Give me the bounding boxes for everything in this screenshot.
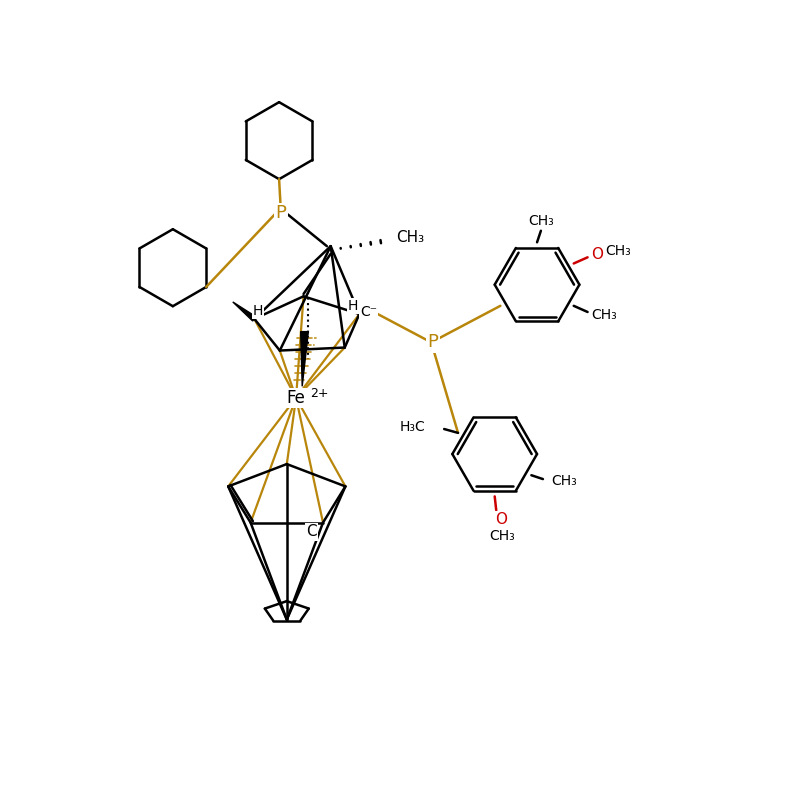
Text: C: C xyxy=(306,524,317,539)
Polygon shape xyxy=(301,332,308,386)
Polygon shape xyxy=(233,302,256,321)
Text: C⁻: C⁻ xyxy=(360,305,377,318)
Text: H: H xyxy=(253,304,263,318)
Text: P: P xyxy=(275,204,286,222)
Text: CH₃: CH₃ xyxy=(528,214,554,228)
Text: H: H xyxy=(253,304,263,318)
Text: CH₃: CH₃ xyxy=(396,230,424,245)
Text: Fe: Fe xyxy=(286,389,306,407)
Text: O: O xyxy=(591,246,603,262)
Text: CH₃: CH₃ xyxy=(592,308,618,322)
Text: CH₃: CH₃ xyxy=(551,474,577,488)
Text: H: H xyxy=(348,299,358,314)
Text: P: P xyxy=(428,334,438,351)
Text: P: P xyxy=(428,334,438,351)
Text: C⁻: C⁻ xyxy=(360,305,377,318)
Text: 2+: 2+ xyxy=(310,386,328,400)
Text: O: O xyxy=(495,512,507,527)
Text: CH₃: CH₃ xyxy=(606,244,631,258)
Text: H₃C: H₃C xyxy=(400,420,426,434)
Text: H: H xyxy=(348,299,358,314)
Text: CH₃: CH₃ xyxy=(490,530,515,543)
